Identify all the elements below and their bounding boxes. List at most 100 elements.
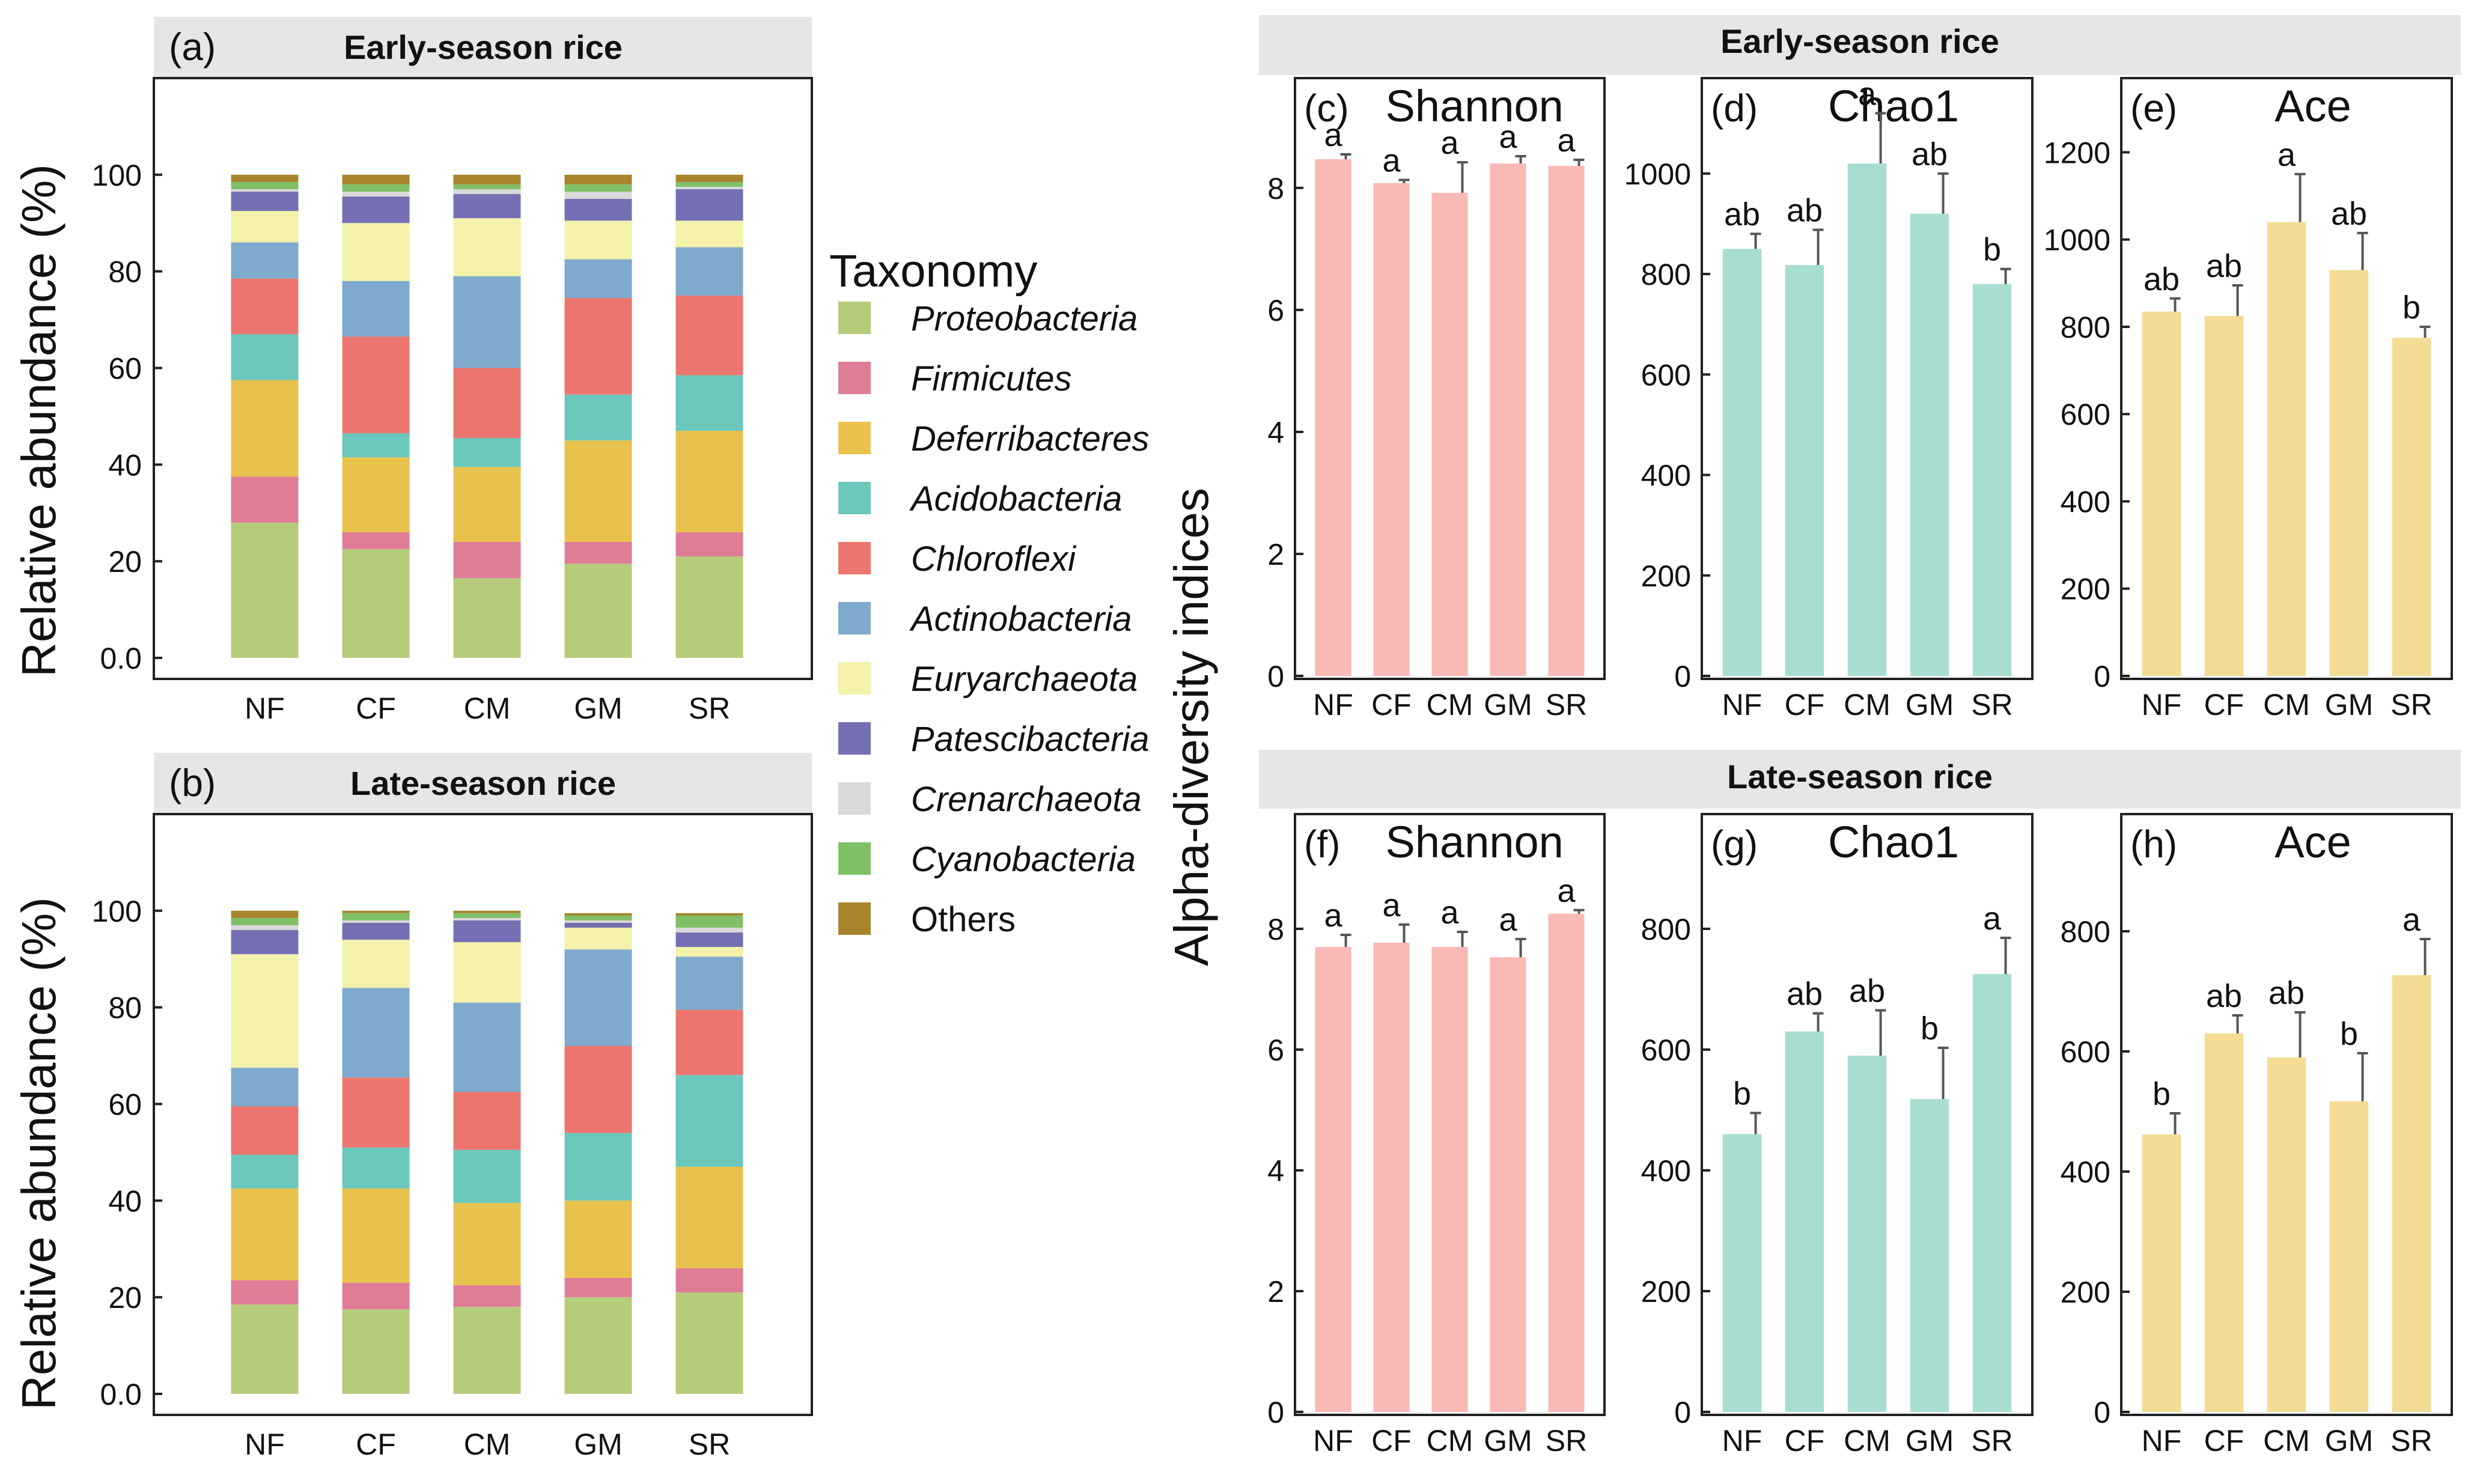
- panel-title-a: Early-season rice: [344, 28, 623, 66]
- ytick-label-e-0: 0: [2094, 660, 2110, 693]
- bar-h-SR: [2392, 975, 2431, 1412]
- bar-e-CM: [2267, 222, 2306, 677]
- bar-b-GM-Patescibacteria: [564, 922, 632, 928]
- ytick-label-b-0: 0.0: [100, 1378, 142, 1411]
- legend-swatch-6: [838, 662, 871, 695]
- bar-a-GM-Patescibacteria: [564, 199, 632, 221]
- xtick-label-d-3: GM: [1906, 688, 1954, 722]
- panel-frame-f: [1294, 813, 1606, 1416]
- ylabel-a: Relative abundance (%): [12, 164, 66, 677]
- ytick-label-d-2: 400: [1641, 459, 1691, 493]
- bar-c-SR: [1548, 166, 1585, 676]
- bar-a-GM-Euryarchaeota: [564, 220, 632, 260]
- errorbar-g-GM: [1937, 1046, 1949, 1099]
- legend-label-8: Crenarchaeota: [911, 780, 1142, 819]
- sig-label-e-CF: ab: [2206, 248, 2242, 284]
- ytick-label-e-1: 200: [2061, 573, 2110, 606]
- bar-a-NF-Acidobacteria: [231, 334, 299, 380]
- bar-a-CM-Chloroflexi: [453, 368, 521, 439]
- panel-title-c: Shannon: [1386, 81, 1564, 131]
- sig-label-e-NF: ab: [2143, 261, 2180, 297]
- xtick-label-f-3: GM: [1484, 1424, 1532, 1458]
- bar-a-CM-Crenarchaeota: [453, 189, 521, 194]
- xtick-label-b-4: SR: [689, 1428, 730, 1461]
- bar-b-CM-Actinobacteria: [453, 1002, 521, 1092]
- bar-b-CM-Others: [453, 910, 521, 913]
- panel-title-d: Chao1: [1828, 81, 1959, 131]
- errorbar-f-GM: [1515, 938, 1526, 958]
- errorbar-d-CF: [1812, 228, 1824, 266]
- sig-label-f-SR: a: [1557, 873, 1576, 909]
- bar-g-SR: [1972, 974, 2012, 1412]
- bar-b-CF-Proteobacteria: [342, 1309, 410, 1394]
- bar-a-CM-Cyanobacteria: [453, 184, 521, 189]
- bar-b-CF-Patescibacteria: [342, 922, 410, 940]
- bar-h-GM: [2329, 1101, 2369, 1412]
- bar-a-CM-Acidobacteria: [453, 438, 521, 467]
- sig-label-g-NF: b: [1733, 1076, 1751, 1112]
- xtick-label-c-0: NF: [1313, 688, 1353, 722]
- bar-c-CF: [1373, 183, 1410, 676]
- errorbar-g-CM: [1875, 1009, 1886, 1056]
- bar-b-CM-Crenarchaeota: [453, 917, 521, 920]
- header-late: Late-season rice: [1727, 758, 1993, 795]
- bar-b-GM-Deferribacteres: [564, 1200, 632, 1278]
- bar-e-SR: [2392, 338, 2431, 676]
- bar-b-NF-Firmicutes: [231, 1280, 299, 1305]
- sig-label-f-NF: a: [1324, 898, 1342, 934]
- bar-h-CM: [2267, 1057, 2306, 1412]
- ytick-label-e-2: 400: [2061, 485, 2110, 518]
- bar-a-NF-Chloroflexi: [231, 278, 299, 335]
- bar-b-NF-Cyanobacteria: [231, 917, 299, 925]
- ytick-label-a-5: 100: [92, 159, 142, 192]
- bar-b-SR-Chloroflexi: [675, 1009, 743, 1075]
- panel-label-f: (f): [1304, 823, 1340, 866]
- errorbar-e-NF: [2169, 297, 2181, 312]
- bar-a-SR-Crenarchaeota: [675, 186, 743, 189]
- ytick-label-h-4: 800: [2061, 915, 2110, 949]
- bar-a-GM-Cyanobacteria: [564, 184, 632, 192]
- ytick-label-f-3: 6: [1267, 1033, 1284, 1067]
- bar-a-SR-Proteobacteria: [675, 556, 743, 658]
- xtick-label-g-4: SR: [1971, 1424, 2012, 1458]
- xtick-label-h-2: CM: [2263, 1424, 2310, 1458]
- legend-title: Taxonomy: [829, 246, 1037, 297]
- errorbar-g-SR: [2000, 937, 2011, 975]
- bar-a-GM-Deferribacteres: [564, 440, 632, 542]
- bar-a-CM-Proteobacteria: [453, 578, 521, 658]
- bar-a-CF-Others: [342, 174, 410, 184]
- bar-f-NF: [1315, 947, 1351, 1412]
- panel-header-bg-b: [154, 753, 812, 814]
- legend-label-1: Firmicutes: [911, 359, 1071, 398]
- bar-a-NF-Crenarchaeota: [231, 189, 299, 192]
- errorbar-h-GM: [2357, 1052, 2368, 1101]
- xtick-label-h-3: GM: [2325, 1424, 2374, 1458]
- panel-frame-c: [1294, 77, 1606, 680]
- sig-label-d-CM: a: [1858, 76, 1877, 112]
- ytick-label-d-4: 800: [1641, 258, 1691, 291]
- sig-label-g-CF: ab: [1787, 976, 1823, 1012]
- bar-a-CF-Actinobacteria: [342, 281, 410, 337]
- panel-title-b: Late-season rice: [350, 764, 616, 802]
- sig-label-c-GM: a: [1499, 119, 1517, 155]
- bar-b-CF-Acidobacteria: [342, 1147, 410, 1189]
- sig-label-c-CF: a: [1382, 143, 1401, 179]
- bar-b-GM-Actinobacteria: [564, 949, 632, 1046]
- bar-b-NF-Patescibacteria: [231, 930, 299, 955]
- bar-a-CM-Euryarchaeota: [453, 218, 521, 276]
- bar-b-CM-Cyanobacteria: [453, 913, 521, 918]
- panel-frame-h: [2120, 813, 2453, 1416]
- legend-label-5: Actinobacteria: [909, 600, 1132, 639]
- xtick-label-e-4: SR: [2390, 688, 2432, 722]
- bar-f-SR: [1548, 913, 1585, 1412]
- sig-label-f-CM: a: [1440, 895, 1459, 931]
- errorbar-e-GM: [2357, 231, 2368, 270]
- errorbar-g-CF: [1812, 1012, 1824, 1032]
- xtick-label-d-1: CF: [1785, 688, 1825, 722]
- legend-label-9: Cyanobacteria: [911, 840, 1136, 879]
- ytick-label-h-2: 400: [2061, 1155, 2110, 1189]
- bar-a-NF-Firmicutes: [231, 476, 299, 523]
- ytick-label-a-3: 60: [108, 352, 142, 386]
- bar-d-NF: [1722, 249, 1762, 676]
- ytick-label-c-4: 8: [1267, 172, 1284, 205]
